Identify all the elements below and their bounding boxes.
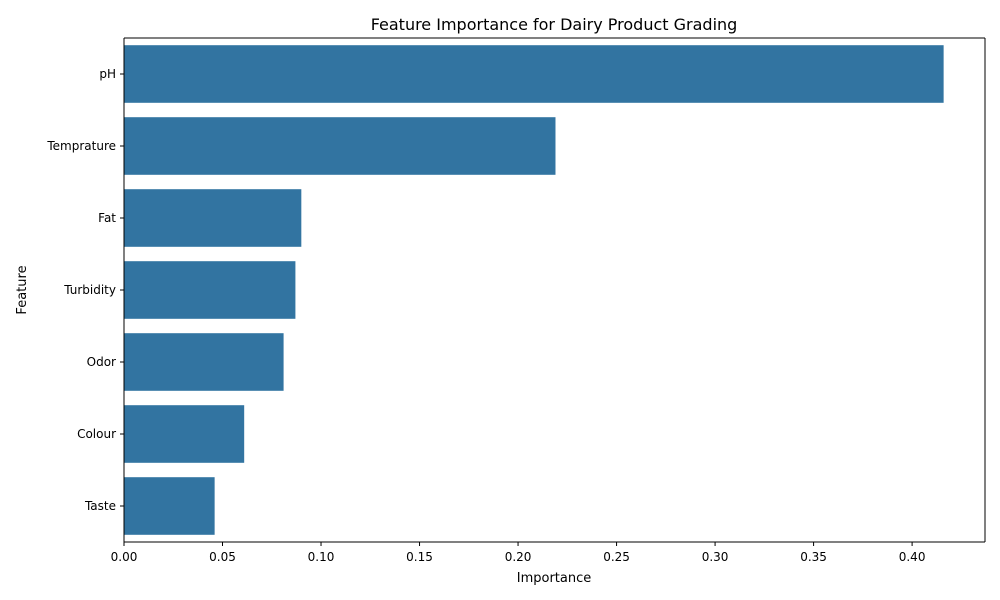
x-tick-label: 0.25 bbox=[603, 550, 630, 564]
x-tick-label: 0.00 bbox=[111, 550, 138, 564]
bar-taste bbox=[124, 477, 215, 535]
bar-temprature bbox=[124, 117, 556, 175]
x-axis-ticks: 0.00 0.05 0.10 0.15 0.20 0.25 0.30 0.35 0.40 bbox=[111, 542, 926, 564]
y-tick-label: Fat bbox=[98, 211, 116, 225]
x-tick-label: 0.35 bbox=[800, 550, 827, 564]
bar-ph bbox=[124, 45, 944, 103]
x-tick-label: 0.10 bbox=[308, 550, 335, 564]
y-tick-label: Taste bbox=[84, 499, 116, 513]
bar-colour bbox=[124, 405, 245, 463]
y-tick-label: Colour bbox=[77, 427, 116, 441]
y-axis-label: Feature bbox=[15, 265, 30, 314]
bar-turbidity bbox=[124, 261, 296, 319]
x-tick-label: 0.30 bbox=[702, 550, 729, 564]
bars-group bbox=[124, 45, 944, 535]
x-axis-label: Importance bbox=[517, 571, 592, 586]
y-axis-ticks: pH Temprature Fat Turbidity Odor Colour Taste bbox=[46, 67, 124, 513]
x-tick-label: 0.15 bbox=[406, 550, 433, 564]
bar-fat bbox=[124, 189, 302, 247]
x-tick-label: 0.20 bbox=[505, 550, 532, 564]
y-tick-label: pH bbox=[99, 67, 116, 81]
y-tick-label: Odor bbox=[87, 355, 116, 369]
y-tick-label: Turbidity bbox=[63, 283, 116, 297]
y-tick-label: Temprature bbox=[46, 139, 116, 153]
bar-odor bbox=[124, 333, 284, 391]
chart-title: Feature Importance for Dairy Product Gra… bbox=[371, 15, 738, 34]
x-tick-label: 0.05 bbox=[209, 550, 236, 564]
x-tick-label: 0.40 bbox=[899, 550, 926, 564]
